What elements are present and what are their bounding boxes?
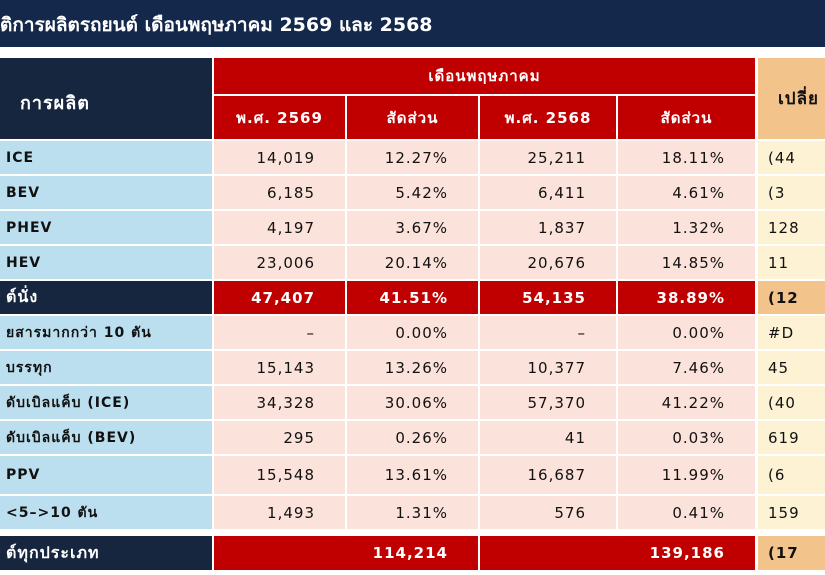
row-label: <5–>10 ตัน <box>0 496 212 529</box>
cell: 0.26% <box>347 421 478 454</box>
change-cell: 45 <box>758 351 825 384</box>
cell: 6,411 <box>480 176 616 209</box>
header-group: เดือนพฤษภาคม <box>214 58 755 94</box>
cell: 20,676 <box>480 246 616 279</box>
cell: 18.11% <box>618 141 755 174</box>
cell: 0.03% <box>618 421 755 454</box>
cell: 47,407 <box>214 281 345 314</box>
cell: 57,370 <box>480 386 616 419</box>
cell: 13.26% <box>347 351 478 384</box>
cell: 38.89% <box>618 281 755 314</box>
cell: 15,143 <box>214 351 345 384</box>
cell: 25,211 <box>480 141 616 174</box>
cell: 4.61% <box>618 176 755 209</box>
cell: 23,006 <box>214 246 345 279</box>
change-cell: 128 <box>758 211 825 244</box>
row-label: BEV <box>0 176 212 209</box>
cell: 1,837 <box>480 211 616 244</box>
cell: 1.31% <box>347 496 478 529</box>
row-label: บรรทุก <box>0 351 212 384</box>
cell: 10,377 <box>480 351 616 384</box>
cell: 20.14% <box>347 246 478 279</box>
title-bar: ติการผลิตรถยนต์ เดือนพฤษภาคม 2569 และ 25… <box>0 0 825 47</box>
cell: 576 <box>480 496 616 529</box>
cell: 1,493 <box>214 496 345 529</box>
cell: 1.32% <box>618 211 755 244</box>
change-cell: #D <box>758 316 825 349</box>
cell: 295 <box>214 421 345 454</box>
change-cell: (6 <box>758 456 825 494</box>
cell: 41 <box>480 421 616 454</box>
change-cell: 11 <box>758 246 825 279</box>
row-label: ICE <box>0 141 212 174</box>
change-cell: 159 <box>758 496 825 529</box>
cell: 4,197 <box>214 211 345 244</box>
title: ติการผลิตรถยนต์ เดือนพฤษภาคม 2569 และ 25… <box>0 14 433 36</box>
cell: 15,548 <box>214 456 345 494</box>
change-cell: (12 <box>758 281 825 314</box>
column-header: พ.ศ. 2569 <box>214 96 345 139</box>
cell: 14.85% <box>618 246 755 279</box>
cell: – <box>214 316 345 349</box>
cell: 0.00% <box>618 316 755 349</box>
cell: 41.51% <box>347 281 478 314</box>
cell: 13.61% <box>347 456 478 494</box>
cell: 6,185 <box>214 176 345 209</box>
row-label: ดับเบิลแค็บ (ICE) <box>0 386 212 419</box>
cell: 14,019 <box>214 141 345 174</box>
column-header: พ.ศ. 2568 <box>480 96 616 139</box>
total-label: ต์ทุกประเภท <box>0 536 212 570</box>
cell: 41.22% <box>618 386 755 419</box>
change-cell: (40 <box>758 386 825 419</box>
header-label: การผลิต <box>0 58 212 139</box>
change-cell: (44 <box>758 141 825 174</box>
cell: 54,135 <box>480 281 616 314</box>
total-cell: 139,186 <box>480 536 755 570</box>
column-header: สัดส่วน <box>618 96 755 139</box>
cell: 12.27% <box>347 141 478 174</box>
cell: 0.41% <box>618 496 755 529</box>
row-label: ยสารมากกว่า 10 ตัน <box>0 316 212 349</box>
cell: 34,328 <box>214 386 345 419</box>
row-label: ต์นั่ง <box>0 281 212 314</box>
change-cell: 619 <box>758 421 825 454</box>
cell: – <box>480 316 616 349</box>
cell: 16,687 <box>480 456 616 494</box>
cell: 7.46% <box>618 351 755 384</box>
row-label: HEV <box>0 246 212 279</box>
column-header: สัดส่วน <box>347 96 478 139</box>
cell: 0.00% <box>347 316 478 349</box>
cell: 5.42% <box>347 176 478 209</box>
cell: 30.06% <box>347 386 478 419</box>
header-change: เปลี่ย <box>758 58 825 139</box>
total-change: (17 <box>758 536 825 570</box>
change-cell: (3 <box>758 176 825 209</box>
total-cell: 114,214 <box>214 536 478 570</box>
row-label: ดับเบิลแค็บ (BEV) <box>0 421 212 454</box>
row-label: PPV <box>0 456 212 494</box>
cell: 3.67% <box>347 211 478 244</box>
row-label: PHEV <box>0 211 212 244</box>
cell: 11.99% <box>618 456 755 494</box>
